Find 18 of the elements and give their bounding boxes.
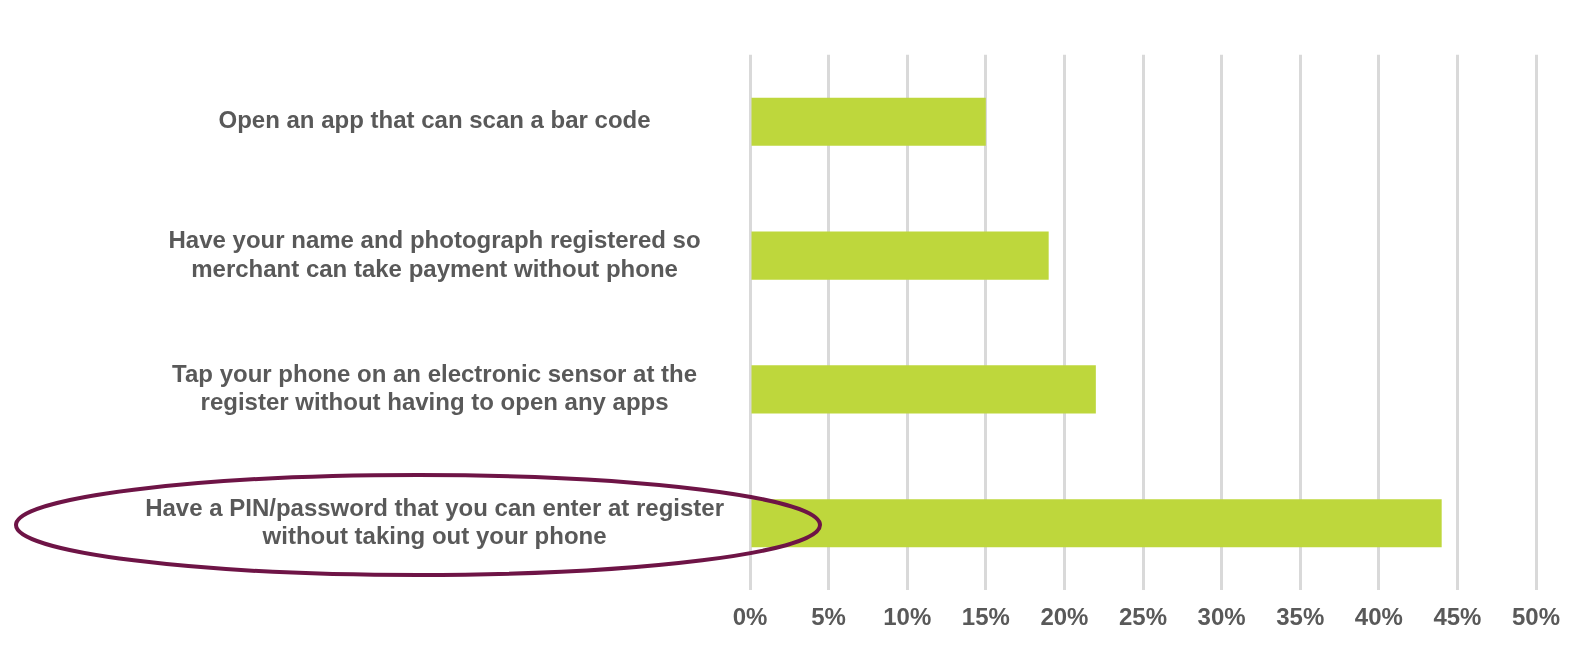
x-tick-label: 40%	[1354, 603, 1403, 631]
x-tick-label: 15%	[961, 603, 1010, 631]
x-tick-label: 0%	[732, 603, 768, 631]
y-tick-label: Have a PIN/password that you can enter at register without taking out your phone	[145, 493, 724, 550]
y-tick-label: Tap your phone on an electronic sensor at the register without having to open any apps	[172, 359, 698, 416]
bar	[751, 97, 986, 146]
x-tick-label: 50%	[1511, 603, 1561, 631]
x-tick-label: 10%	[883, 603, 932, 631]
y-tick-label: Open an app that can scan a bar code	[218, 106, 651, 134]
y-tick-label: Have your name and photograph registered so merchant can take payment without phone	[168, 225, 701, 282]
x-tick-label: 30%	[1197, 603, 1246, 631]
x-tick-label: 5%	[811, 603, 846, 631]
x-tick-label: 45%	[1433, 603, 1482, 631]
bar	[751, 231, 1049, 280]
x-tick-label: 25%	[1118, 603, 1168, 631]
x-tick-label: 20%	[1040, 603, 1089, 631]
bar	[751, 365, 1096, 414]
x-tick-label: 35%	[1276, 603, 1325, 631]
